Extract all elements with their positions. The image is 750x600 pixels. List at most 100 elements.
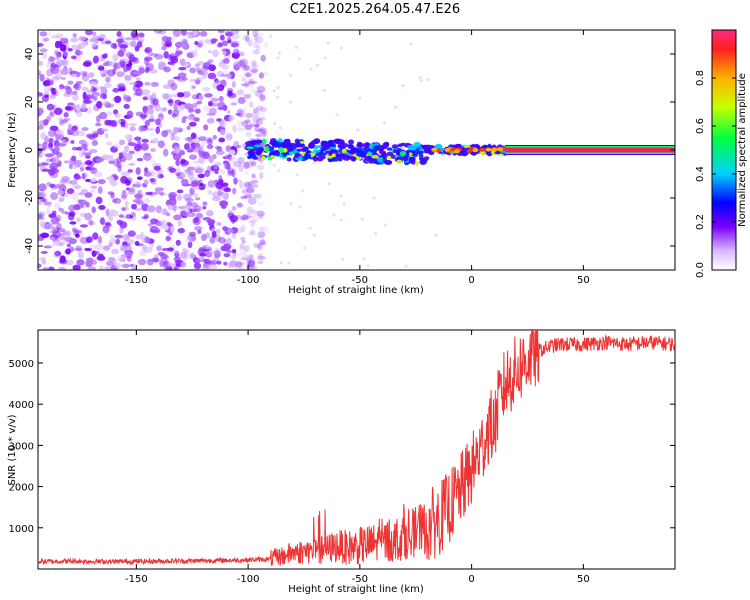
heatmap-cell [79,224,89,228]
heatmap-cell [150,218,158,225]
heatmap-cell [167,109,173,115]
heatmap-cell [227,92,237,99]
heatmap-cell [104,266,114,270]
heatmap-cell [243,244,251,252]
heatmap-cell [210,170,217,175]
heatmap-cell [252,107,259,114]
heatmap-cell [134,181,142,189]
heatmap-cell [147,127,155,132]
heatmap-cell [208,264,218,270]
heatmap-cell [172,153,182,161]
heatmap-cell [171,113,177,118]
heatmap-cell [485,147,492,152]
heatmap-cell [248,265,255,269]
heatmap-cell [386,151,394,157]
heatmap-cell [252,30,259,38]
y-tick-label: 0 [24,147,35,153]
heatmap-cell [236,89,245,95]
heatmap-cell [339,218,343,222]
heatmap-cell [246,146,254,150]
heatmap-cell [187,241,193,249]
heatmap-cell [206,138,212,143]
heatmap-cell [220,119,227,128]
heatmap-cell [262,226,270,234]
heatmap-cell [163,51,169,59]
x-tick-label: -100 [237,275,260,286]
heatmap-cell [120,175,128,184]
heatmap-cell [217,188,223,197]
heatmap-cell [104,82,112,89]
heatmap-cell [248,149,255,156]
heatmap-cell [418,154,424,158]
heatmap-cell [168,165,175,174]
heatmap-cell [261,138,267,144]
heatmap-cell [88,148,98,154]
colorbar-gradient [711,29,737,271]
heatmap-cell [180,158,186,165]
heatmap-cell [170,133,176,141]
heatmap-cell [289,201,293,205]
heatmap-cell [248,219,257,224]
heatmap-cell [114,234,124,239]
heatmap-cell [106,69,115,77]
heatmap-cell [223,192,230,201]
heatmap-cell [49,125,59,132]
heatmap-cell [232,167,238,171]
heatmap-cell [219,128,226,136]
heatmap-cell [39,31,48,37]
heatmap-cell [332,213,336,217]
heatmap-band-core [505,147,675,153]
heatmap-cell [384,223,388,227]
heatmap-cell [143,127,150,132]
heatmap-cell [230,254,237,260]
heatmap-cell [46,115,51,123]
heatmap-cell [53,91,59,97]
heatmap-cell [192,50,198,58]
heatmap-cell [71,183,80,188]
heatmap-cell [58,196,65,203]
heatmap-cell [224,70,230,75]
heatmap-cell [357,150,364,155]
heatmap-cell [244,215,253,219]
heatmap-cell [226,109,231,115]
heatmap-cell [97,66,105,71]
heatmap-cell [252,214,261,222]
heatmap-cell [244,112,253,119]
heatmap-cell [51,87,57,95]
heatmap-cell [161,35,169,42]
heatmap-cell [186,201,192,206]
heatmap-cell [269,34,273,38]
heatmap-cell [158,30,167,35]
heatmap-cell [244,80,250,88]
heatmap-cell [259,242,268,246]
y-tick-label: 1000 [9,524,34,535]
heatmap-cell [237,96,246,105]
heatmap-cell [38,162,42,167]
heatmap-cell [112,87,120,93]
heatmap-cell [162,208,168,215]
heatmap-cell [129,82,138,86]
heatmap-cell [179,58,186,66]
heatmap-cell [89,167,98,175]
heatmap-cell [231,30,240,35]
heatmap-cell [424,148,431,153]
heatmap-cell [68,211,76,217]
heatmap-cell [215,80,220,84]
heatmap-cell [176,194,183,201]
heatmap-cell [98,265,104,270]
y-tick-label: 5000 [9,359,34,370]
heatmap-cell [310,140,319,145]
heatmap-cell [235,112,241,117]
heatmap-cell [38,183,47,192]
heatmap-cell [128,187,135,193]
heatmap-cell [164,39,173,48]
heatmap-cell [210,97,220,102]
heatmap-cell [408,157,414,163]
x-tick-label: 0 [468,574,474,585]
heatmap-cell [218,137,226,143]
heatmap-cell [205,251,213,258]
heatmap-cell [115,238,121,245]
heatmap-cell [127,230,136,237]
heatmap-cell [207,189,213,195]
heatmap-cell [80,41,86,49]
